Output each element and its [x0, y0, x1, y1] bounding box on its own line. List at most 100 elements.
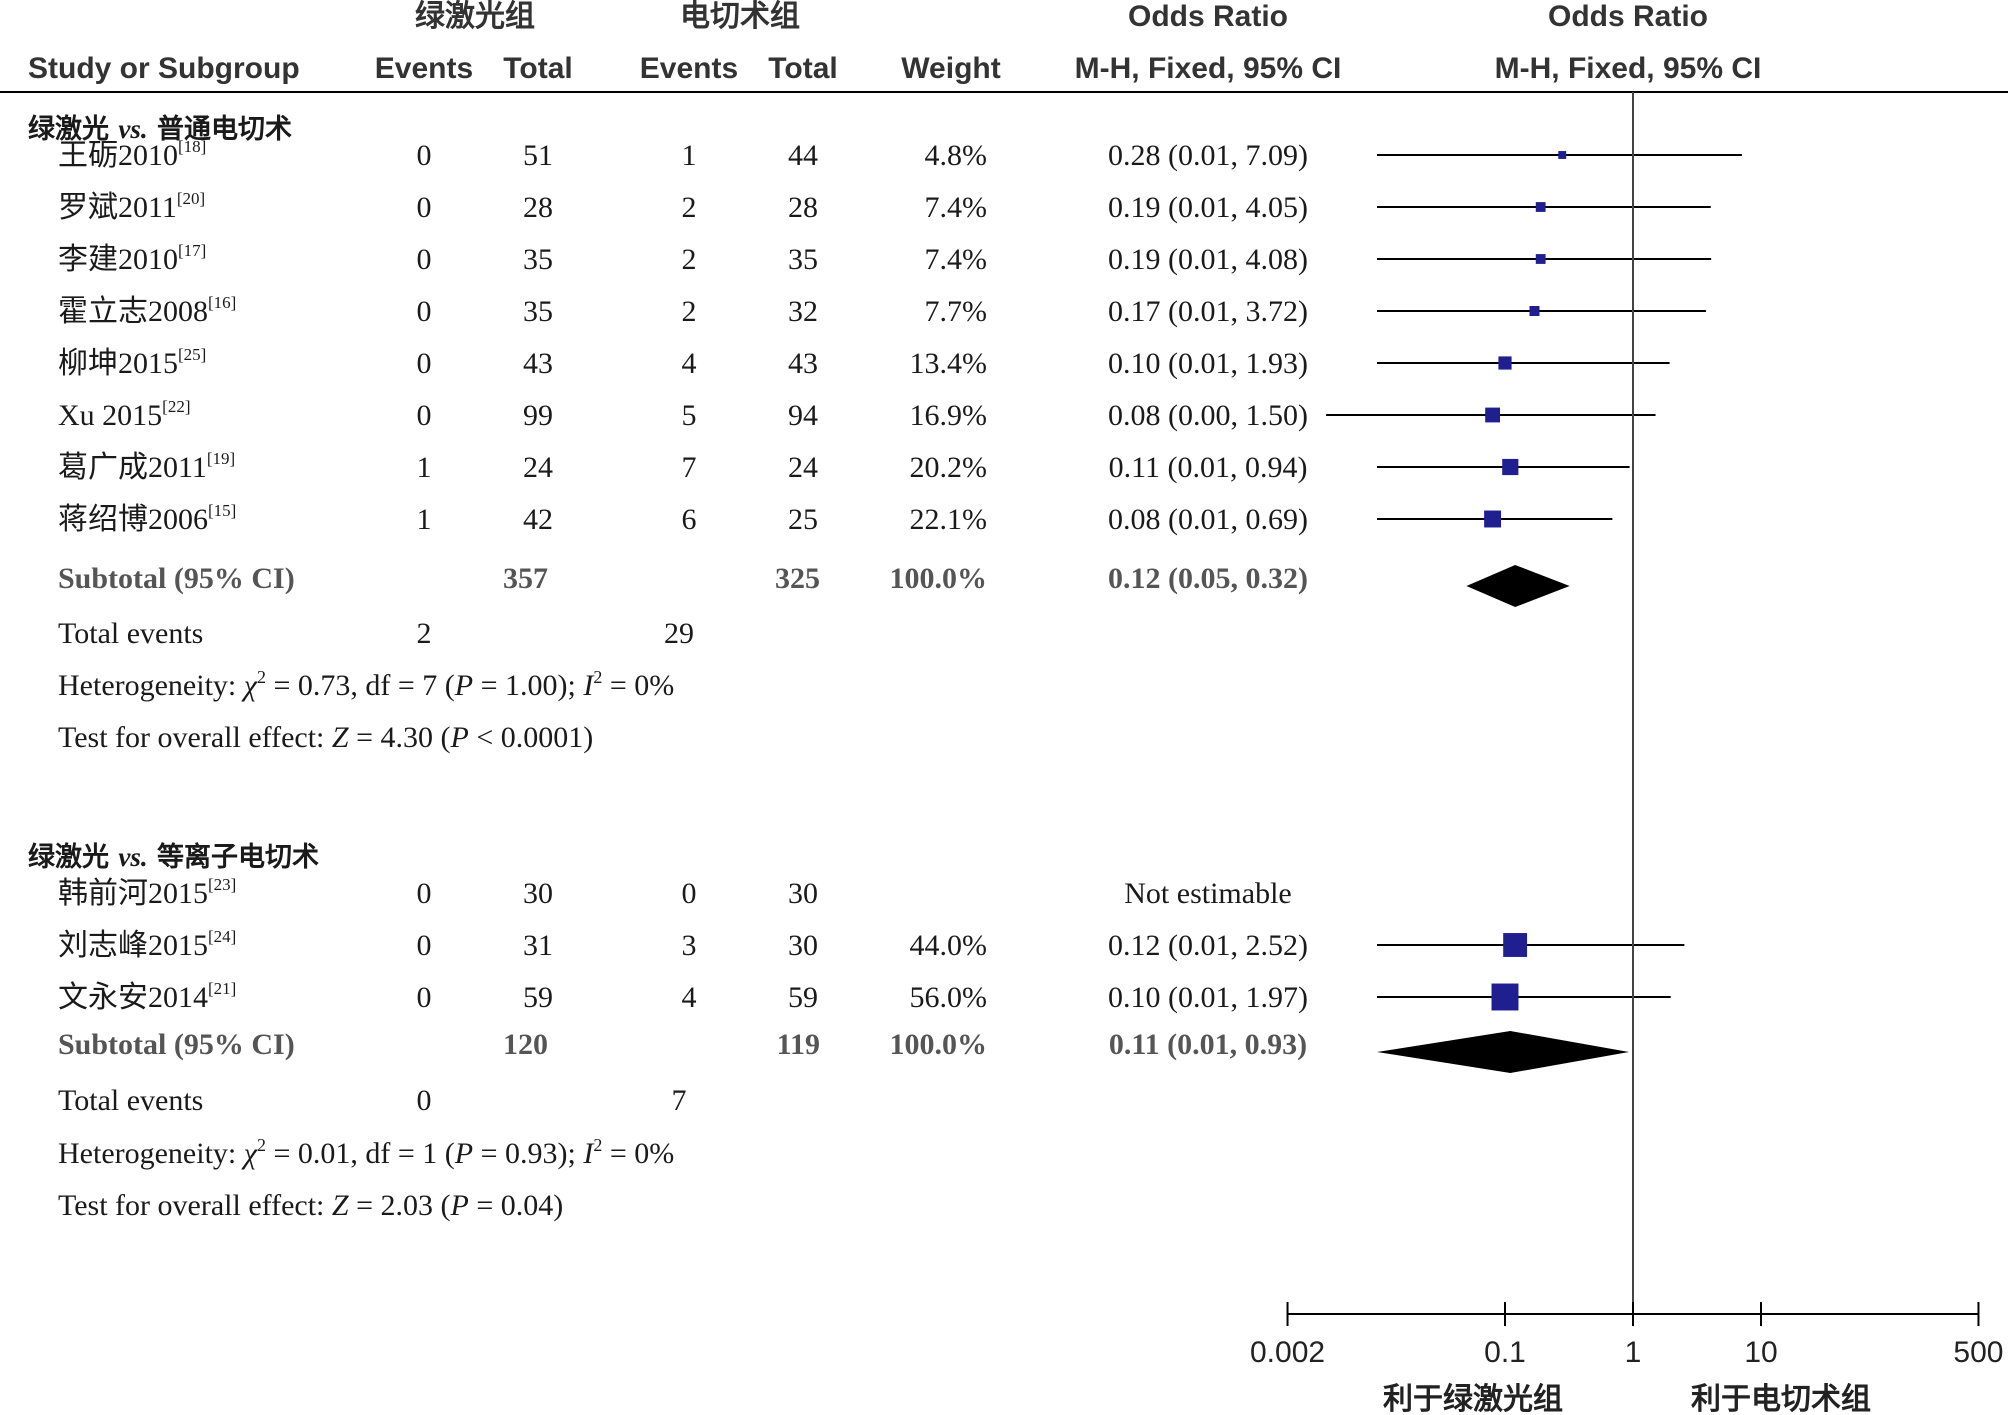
- ctl-events-cell: 1: [682, 139, 697, 172]
- plot-area: 0.002 0.1 1 10 500 利于绿激光组 利于电切术组: [1250, 92, 2003, 1415]
- exp-events-cell: 0: [417, 877, 432, 910]
- ctl-total-cell: 30: [788, 929, 818, 962]
- subtotal-ctl-total: 325: [775, 562, 820, 595]
- subtotal-or-ci: 0.11 (0.01, 0.93): [1109, 1028, 1307, 1061]
- or-ci-cell: 0.11 (0.01, 0.94): [1109, 451, 1308, 484]
- subtotal-or-ci: 0.12 (0.05, 0.32): [1108, 562, 1308, 595]
- weight-cell: 16.9%: [910, 399, 988, 432]
- ctl-total-cell: 32: [788, 295, 818, 328]
- overall-effect-test: Test for overall effect: Z = 2.03 (P = 0…: [58, 1189, 563, 1222]
- exp-total-cell: 35: [523, 243, 553, 276]
- column-ctl-events: Events: [640, 52, 738, 85]
- study-name: 柳坤2015[25]: [58, 345, 206, 380]
- exp-events-cell: 0: [417, 139, 432, 172]
- weight-cell: 44.0%: [910, 929, 988, 962]
- study-marker: [1529, 306, 1540, 316]
- exp-events-cell: 0: [417, 929, 432, 962]
- exp-total-cell: 28: [523, 191, 553, 224]
- ctl-total-cell: 30: [788, 877, 818, 910]
- study-marker: [1535, 254, 1546, 264]
- study-name: 文永安2014[21]: [58, 979, 236, 1014]
- ctl-total-cell: 35: [788, 243, 818, 276]
- header-odds-ratio-left: Odds Ratio: [1128, 0, 1288, 33]
- total-events-ctl: 29: [664, 617, 694, 650]
- subtotal-weight: 100.0%: [890, 1028, 988, 1061]
- exp-total-cell: 43: [523, 347, 553, 380]
- ctl-total-cell: 25: [788, 503, 818, 536]
- exp-total-cell: 24: [523, 451, 553, 484]
- x-axis-tick-label: 1: [1625, 1336, 1642, 1369]
- study-marker: [1498, 356, 1512, 370]
- header-control-group: 电切术组: [680, 0, 800, 33]
- study-marker: [1535, 202, 1546, 212]
- subtotal-ctl-total: 119: [777, 1028, 820, 1061]
- or-ci-cell: 0.10 (0.01, 1.97): [1108, 981, 1308, 1014]
- column-study: Study or Subgroup: [28, 52, 300, 85]
- heterogeneity-stats: Heterogeneity: χ2 = 0.73, df = 7 (P = 1.…: [58, 667, 674, 702]
- subgroup-title: 绿激光 vs. 普通电切术: [28, 113, 292, 145]
- weight-cell: 4.8%: [925, 139, 988, 172]
- exp-total-cell: 30: [523, 877, 553, 910]
- study-marker: [1484, 510, 1502, 528]
- ctl-total-cell: 59: [788, 981, 818, 1014]
- ctl-events-cell: 2: [682, 243, 697, 276]
- x-axis-tick-label: 0.002: [1250, 1336, 1325, 1369]
- exp-events-cell: 1: [417, 451, 432, 484]
- total-events-label: Total events: [58, 1084, 203, 1117]
- subtotal-label: Subtotal (95% CI): [58, 1028, 295, 1061]
- or-ci-cell: 0.28 (0.01, 7.09): [1108, 139, 1308, 172]
- ctl-total-cell: 28: [788, 191, 818, 224]
- ctl-events-cell: 7: [682, 451, 697, 484]
- ctl-total-cell: 94: [788, 399, 818, 432]
- study-name: Xu 2015[22]: [58, 397, 191, 432]
- weight-cell: 7.4%: [925, 191, 988, 224]
- or-ci-cell: 0.10 (0.01, 1.93): [1108, 347, 1308, 380]
- exp-events-cell: 0: [417, 295, 432, 328]
- or-ci-cell: 0.17 (0.01, 3.72): [1108, 295, 1308, 328]
- exp-total-cell: 31: [523, 929, 553, 962]
- weight-cell: 7.7%: [925, 295, 988, 328]
- ctl-events-cell: 5: [682, 399, 697, 432]
- subtotal-exp-total: 357: [503, 562, 548, 595]
- weight-cell: 7.4%: [925, 243, 988, 276]
- favours-left-label: 利于绿激光组: [1383, 1382, 1563, 1415]
- subtotal-weight: 100.0%: [890, 562, 988, 595]
- weight-cell: 56.0%: [910, 981, 988, 1014]
- exp-events-cell: 0: [417, 191, 432, 224]
- exp-events-cell: 0: [417, 399, 432, 432]
- column-or-method: M-H, Fixed, 95% CI: [1075, 52, 1342, 85]
- or-ci-cell: Not estimable: [1124, 877, 1291, 910]
- or-ci-cell: 0.12 (0.01, 2.52): [1108, 929, 1308, 962]
- subtotal-diamond: [1377, 1031, 1629, 1073]
- total-events-exp: 0: [417, 1084, 432, 1117]
- study-marker: [1502, 458, 1519, 476]
- header-odds-ratio-right: Odds Ratio: [1548, 0, 1708, 33]
- exp-total-cell: 59: [523, 981, 553, 1014]
- subtotal-exp-total: 120: [503, 1028, 548, 1061]
- study-name: 蒋绍博2006[15]: [58, 501, 236, 536]
- x-axis-tick-label: 0.1: [1484, 1336, 1526, 1369]
- study-name: 韩前河2015[23]: [58, 875, 236, 910]
- total-events-label: Total events: [58, 617, 203, 650]
- column-plot-method: M-H, Fixed, 95% CI: [1495, 52, 1762, 85]
- or-ci-cell: 0.08 (0.01, 0.69): [1108, 503, 1308, 536]
- x-axis-tick-label: 500: [1953, 1336, 2003, 1369]
- total-events-exp: 2: [417, 617, 432, 650]
- or-ci-cell: 0.19 (0.01, 4.05): [1108, 191, 1308, 224]
- column-weight: Weight: [901, 52, 1000, 85]
- study-name: 葛广成2011[19]: [58, 449, 235, 484]
- study-name: 刘志峰2015[24]: [58, 927, 236, 962]
- study-name: 王砺2010[18]: [58, 137, 206, 172]
- exp-total-cell: 35: [523, 295, 553, 328]
- or-ci-cell: 0.08 (0.00, 1.50): [1108, 399, 1308, 432]
- exp-events-cell: 0: [417, 347, 432, 380]
- weight-cell: 13.4%: [910, 347, 988, 380]
- ctl-total-cell: 44: [788, 139, 818, 172]
- total-events-ctl: 7: [672, 1084, 687, 1117]
- exp-events-cell: 1: [417, 503, 432, 536]
- ctl-events-cell: 2: [682, 191, 697, 224]
- exp-total-cell: 51: [523, 139, 553, 172]
- ctl-total-cell: 24: [788, 451, 818, 484]
